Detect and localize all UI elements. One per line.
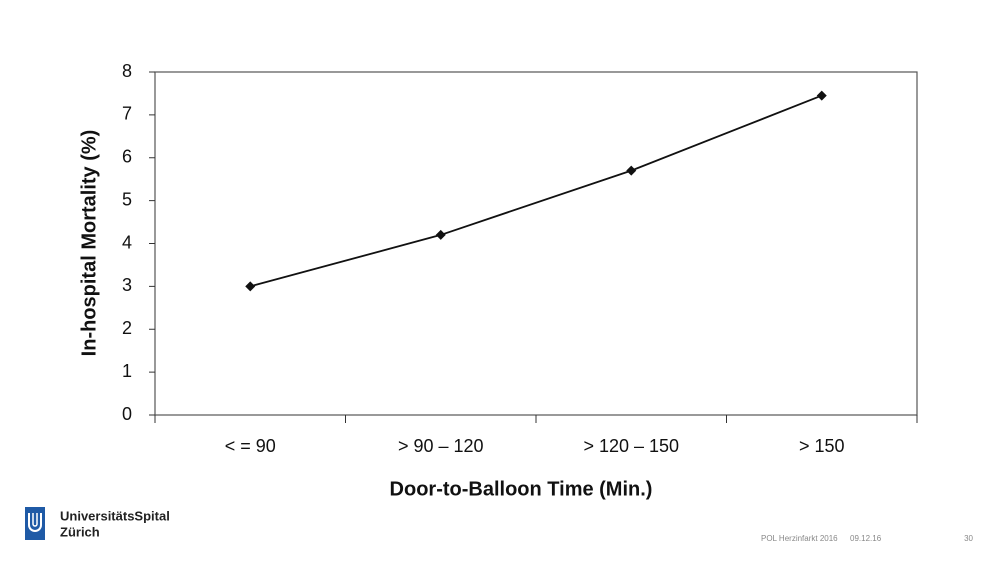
x-tick-label: > 90 – 120 [398, 436, 484, 456]
line [250, 94, 823, 288]
y-tick-label: 4 [122, 232, 132, 252]
logo-text: UniversitätsSpital [60, 508, 170, 523]
point [816, 90, 827, 101]
plot-frame [154, 71, 918, 416]
y-tick-label: 6 [122, 147, 132, 167]
y-tick-label: 0 [122, 404, 132, 424]
x-tick-label: > 120 – 150 [583, 436, 679, 456]
footer-date: 09.12.16 [850, 534, 882, 543]
y-tick-label: 3 [122, 275, 132, 295]
y-tick-label: 2 [122, 318, 132, 338]
logo-text: Zürich [60, 524, 100, 539]
y-tick-label: 5 [122, 189, 132, 209]
y-tick-label: 7 [122, 104, 132, 124]
x-tick-label: < = 90 [225, 436, 276, 456]
point [245, 281, 256, 292]
logo-icon [25, 507, 45, 540]
footer-page: 30 [964, 534, 973, 543]
y-tick-label: 1 [122, 361, 132, 381]
point [435, 229, 446, 240]
y-axis-title: In-hospital Mortality (%) [78, 130, 100, 357]
x-tick-label: > 150 [799, 436, 845, 456]
point [626, 165, 637, 176]
x-axis-title: Door-to-Balloon Time (Min.) [390, 478, 653, 500]
footer-course: POL Herzinfarkt 2016 [761, 534, 838, 543]
y-tick-label: 8 [122, 61, 132, 81]
